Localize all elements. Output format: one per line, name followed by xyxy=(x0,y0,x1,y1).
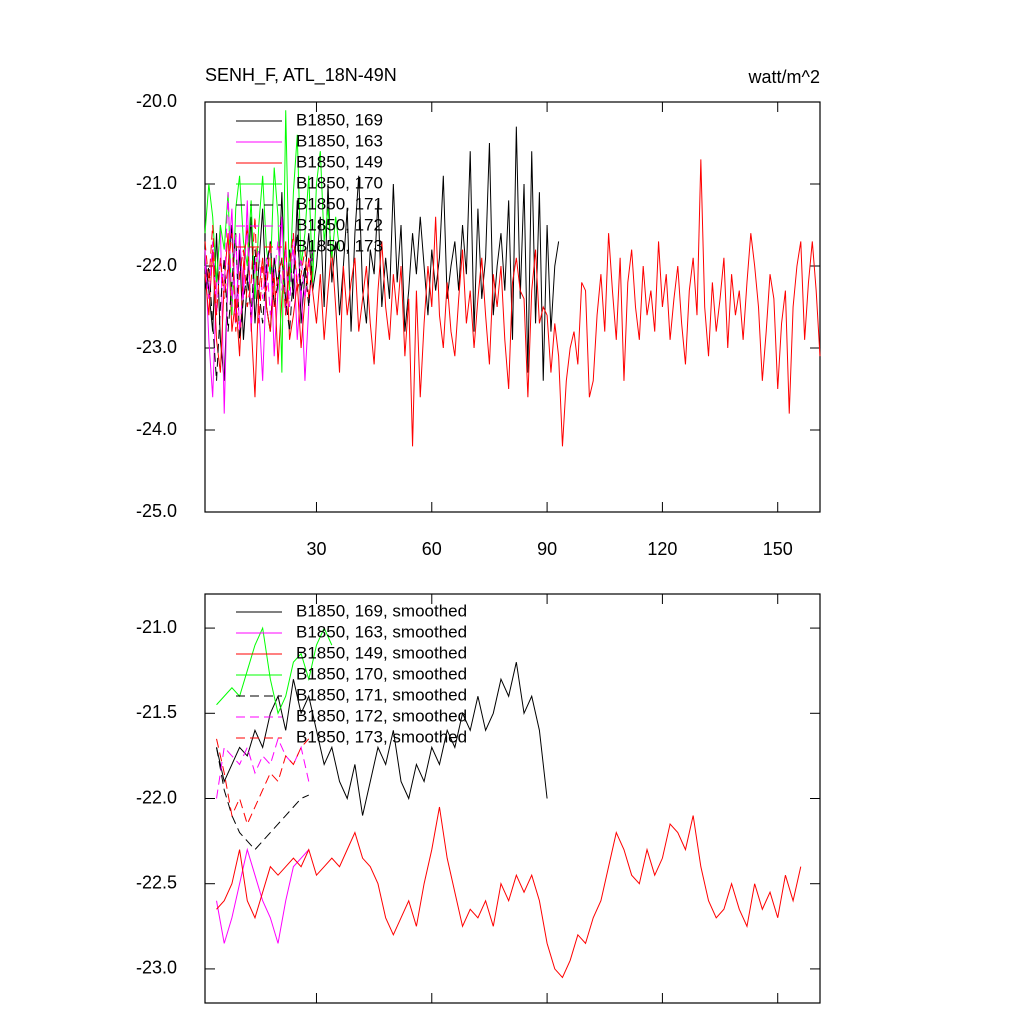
legend-label: B1850, 171 xyxy=(296,194,383,213)
y-tick-label: -23.0 xyxy=(136,337,177,357)
legend-label: B1850, 149 xyxy=(296,152,383,171)
legend-label: B1850, 169, smoothed xyxy=(296,601,467,620)
y-tick-label: -24.0 xyxy=(136,419,177,439)
series-line xyxy=(204,200,314,414)
series-line xyxy=(204,159,821,447)
series-line xyxy=(204,233,314,381)
legend-label: B1850, 170, smoothed xyxy=(296,664,467,683)
legend-label: B1850, 173, smoothed xyxy=(296,727,467,746)
legend-label: B1850, 171, smoothed xyxy=(296,685,467,704)
series-line xyxy=(204,126,560,381)
x-tick-label: 90 xyxy=(537,539,557,559)
legend-label: B1850, 169 xyxy=(296,110,383,129)
series-line xyxy=(216,847,310,944)
series-line xyxy=(204,192,314,332)
legend-label: B1850, 172, smoothed xyxy=(296,706,467,725)
y-tick-label: -21.0 xyxy=(136,173,177,193)
series-line xyxy=(216,806,802,979)
series-line xyxy=(216,662,548,816)
y-tick-label: -23.0 xyxy=(136,958,177,978)
y-tick-label: -25.0 xyxy=(136,501,177,521)
series-line xyxy=(216,738,310,826)
plot-frame xyxy=(204,101,821,513)
y-tick-label: -22.5 xyxy=(136,872,177,892)
x-tick-label: 120 xyxy=(647,539,677,559)
legend-label: B1850, 163, smoothed xyxy=(296,622,467,641)
series-line xyxy=(216,737,310,799)
y-tick-label: -21.0 xyxy=(136,617,177,637)
y-tick-label: -22.0 xyxy=(136,255,177,275)
legend-label: B1850, 172 xyxy=(296,215,383,234)
y-tick-label: -22.0 xyxy=(136,787,177,807)
series-line xyxy=(204,216,314,332)
x-tick-label: 150 xyxy=(763,539,793,559)
series-line xyxy=(216,626,333,715)
legend-label: B1850, 149, smoothed xyxy=(296,643,467,662)
x-tick-label: 30 xyxy=(306,539,326,559)
chart-title: SENH_F, ATL_18N-49N xyxy=(205,65,397,86)
series-line xyxy=(216,747,309,851)
y-tick-label: -20.0 xyxy=(136,91,177,111)
legend-label: B1850, 173 xyxy=(296,236,383,255)
plot-frame xyxy=(204,593,821,1004)
y-tick-label: -21.5 xyxy=(136,702,177,722)
legend-label: B1850, 163 xyxy=(296,131,383,150)
x-tick-label: 60 xyxy=(422,539,442,559)
units-label: watt/m^2 xyxy=(748,67,820,87)
legend-label: B1850, 170 xyxy=(296,173,383,192)
